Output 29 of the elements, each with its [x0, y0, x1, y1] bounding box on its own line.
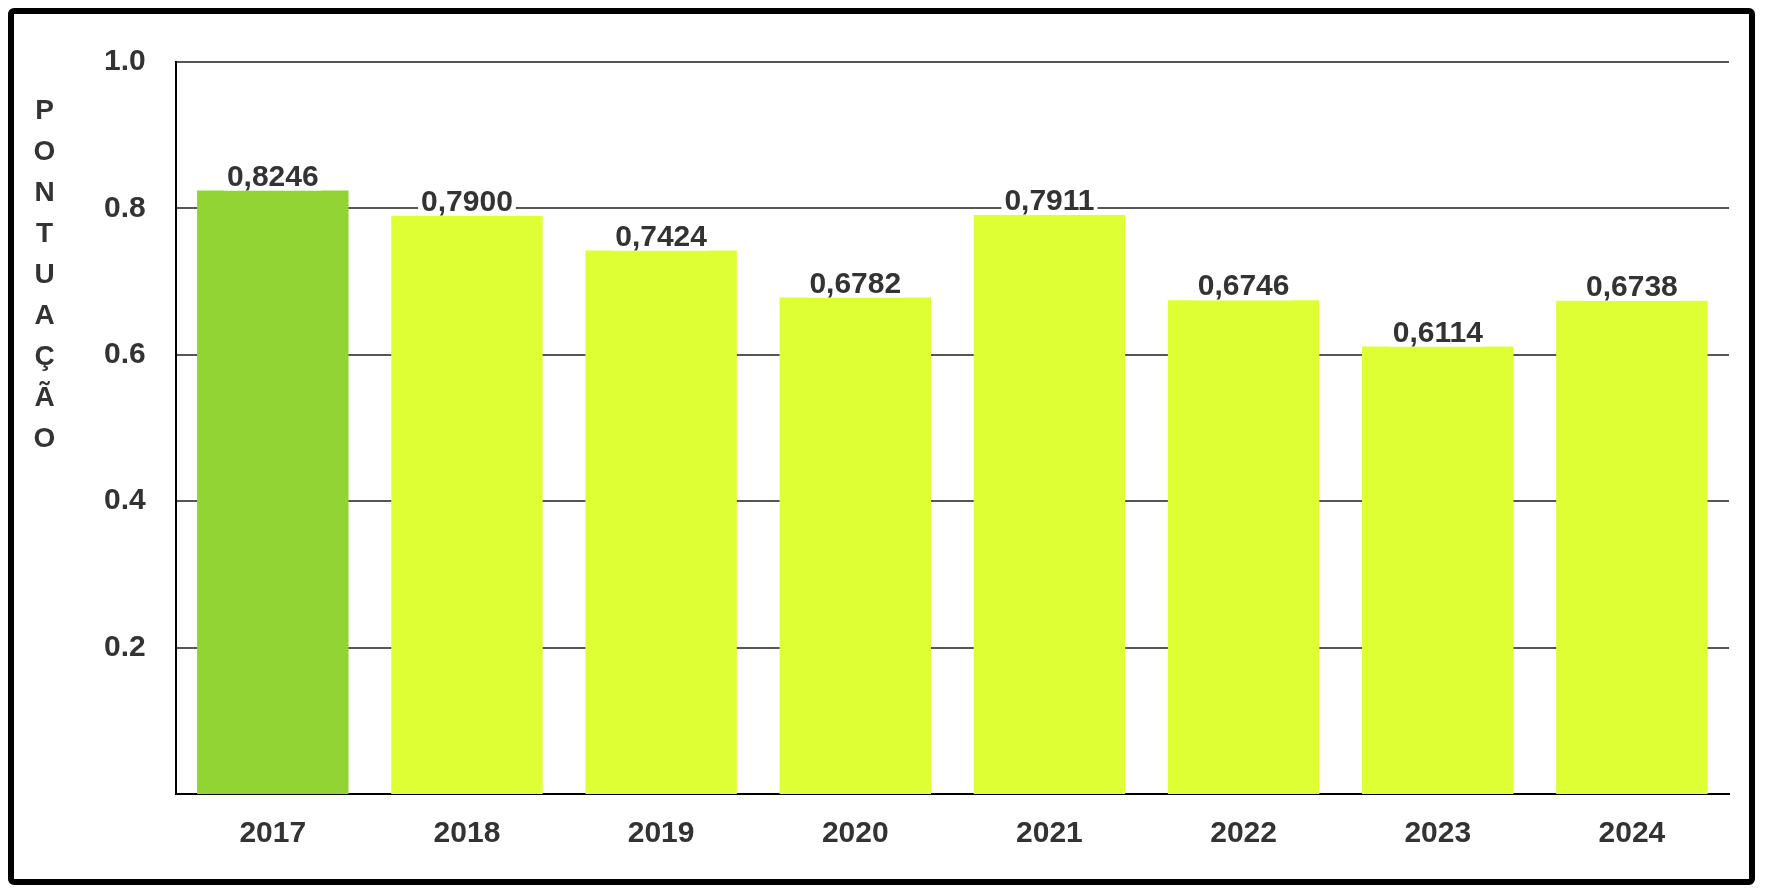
y-tick-label: 1.0 [103, 43, 146, 77]
data-label: 0,6114 [1392, 314, 1484, 348]
data-label: 0,6738 [1586, 269, 1678, 303]
x-tick-label: 2024 [1598, 815, 1666, 849]
data-label: 0,7911 [1004, 183, 1095, 217]
bar [197, 190, 349, 794]
x-tick-label: 2017 [239, 815, 307, 849]
y-tick-label: 0.4 [103, 482, 146, 516]
bar [585, 250, 737, 794]
data-label: 0,6746 [1197, 268, 1290, 302]
y-tick-label: 0.6 [103, 336, 146, 370]
bar [1362, 346, 1514, 794]
bar [1167, 300, 1320, 794]
x-tick-label: 2019 [627, 815, 695, 849]
bar [1556, 300, 1708, 794]
x-tick-label: 2021 [1016, 815, 1083, 849]
y-axis-title: PONTUAÇÃO [28, 94, 60, 463]
bar [973, 214, 1126, 794]
bar [779, 297, 931, 794]
data-label: 0,6782 [809, 265, 902, 299]
x-tick-label: 2020 [821, 815, 889, 849]
x-tick-label: 2023 [1404, 815, 1472, 849]
data-label: 0,7424 [615, 218, 708, 252]
data-label: 0,8246 [226, 158, 319, 192]
y-tick-label: 0.8 [103, 189, 146, 223]
x-tick-label: 2018 [433, 815, 501, 849]
y-tick-label: 0.2 [103, 628, 146, 662]
x-tick-label: 2022 [1210, 815, 1277, 849]
data-label: 0,7900 [421, 183, 513, 217]
